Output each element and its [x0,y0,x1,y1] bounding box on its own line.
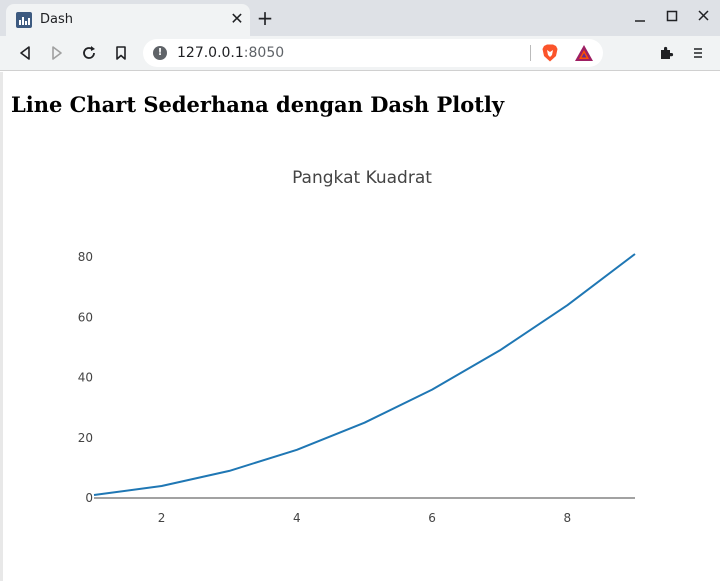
x-tick-label: 8 [564,511,572,525]
hamburger-menu-icon [694,48,702,58]
x-tick-label: 6 [428,511,436,525]
brave-rewards-icon[interactable] [574,44,594,62]
minimize-icon [635,20,645,22]
chart-title: Pangkat Kuadrat [292,168,432,188]
forward-icon [52,46,62,60]
tab-title: Dash [40,12,73,27]
maximize-button[interactable] [661,6,683,28]
x-tick-label: 2 [158,511,166,525]
y-tick-label: 0 [85,491,93,505]
x-axis-ticks: 2 4 6 8 [158,511,571,525]
address-bar[interactable]: ! 127.0.0.1:8050 [143,39,603,67]
bookmark-icon [116,46,126,60]
url-text[interactable]: 127.0.0.1:8050 [177,45,284,61]
y-tick-label: 40 [78,371,93,385]
close-tab-icon[interactable]: ✕ [230,9,244,28]
reload-icon [83,46,95,59]
minimize-button[interactable] [629,6,651,28]
brave-shields-icon[interactable] [540,43,560,63]
line-chart[interactable]: Pangkat Kuadrat 0 20 40 60 80 2 4 6 8 [3,162,720,581]
puzzle-icon [661,46,674,59]
maximize-icon [666,10,678,22]
site-info-icon[interactable]: ! [153,46,167,60]
url-port: :8050 [243,45,285,61]
y-tick-label: 60 [78,310,93,324]
y-tick-label: 80 [78,250,93,264]
window-close-icon [698,10,709,21]
address-bar-divider [530,45,531,61]
back-button[interactable] [12,40,38,66]
window-close-button[interactable] [693,6,715,28]
browser-toolbar: ! 127.0.0.1:8050 [0,36,720,71]
page-content: Line Chart Sederhana dengan Dash Plotly … [0,72,720,581]
back-icon [20,46,30,60]
url-host: 127.0.0.1 [177,45,244,61]
series-line[interactable] [93,253,636,496]
new-tab-button[interactable]: + [256,6,274,30]
y-tick-label: 20 [78,431,93,445]
tab-dash[interactable]: Dash ✕ [6,4,250,36]
y-axis-ticks: 0 20 40 60 80 [78,250,93,505]
extensions-button[interactable] [653,40,679,66]
x-tick-label: 4 [293,511,301,525]
bookmark-button[interactable] [108,40,134,66]
reload-button[interactable] [76,40,102,66]
forward-button[interactable] [44,40,70,66]
page-heading: Line Chart Sederhana dengan Dash Plotly [11,92,505,117]
tab-bar: Dash ✕ + [0,0,720,36]
menu-button[interactable] [685,40,711,66]
dash-favicon-icon [16,12,32,28]
